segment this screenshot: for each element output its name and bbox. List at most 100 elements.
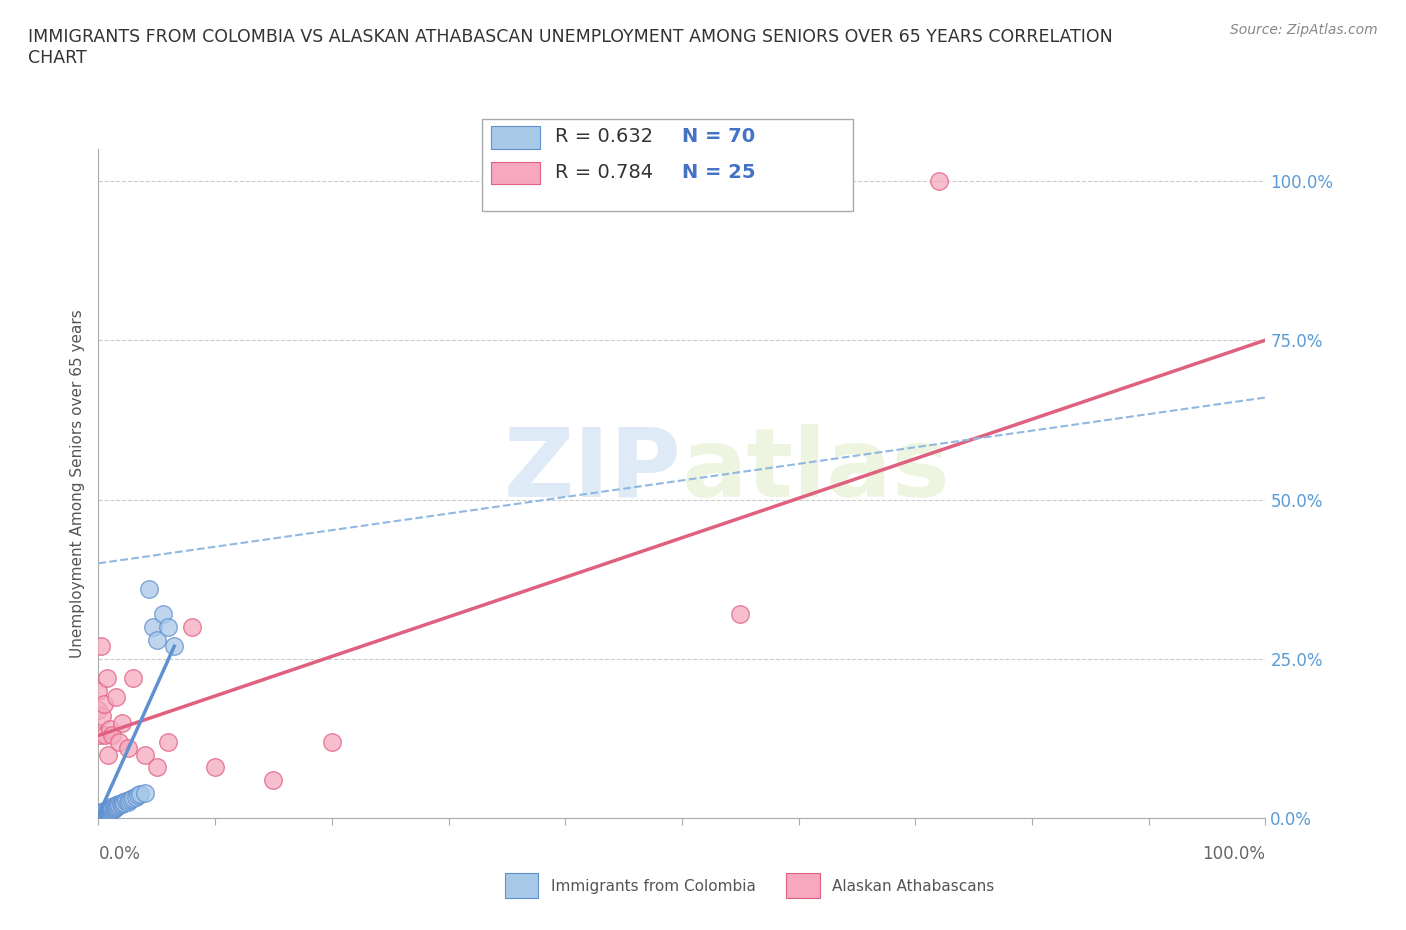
Point <box>108 735 131 750</box>
Point <box>118 792 141 807</box>
Point <box>101 728 124 743</box>
Point <box>93 807 115 822</box>
Point <box>204 760 226 775</box>
Point <box>163 639 186 654</box>
Point <box>90 639 112 654</box>
Point <box>93 806 115 821</box>
Text: N = 25: N = 25 <box>682 163 755 181</box>
Point <box>90 810 112 825</box>
Text: N = 70: N = 70 <box>682 127 755 146</box>
Point <box>94 804 117 818</box>
Point <box>91 805 114 820</box>
Point <box>321 735 343 750</box>
Point <box>98 802 121 817</box>
Point <box>90 810 112 825</box>
Point <box>97 804 120 819</box>
Point <box>90 806 112 821</box>
Point <box>928 173 950 188</box>
Point <box>87 811 110 826</box>
Point <box>157 619 180 634</box>
Point <box>110 796 132 811</box>
Point <box>129 787 152 802</box>
Point <box>97 802 120 817</box>
Point <box>146 760 169 775</box>
Text: Immigrants from Colombia: Immigrants from Colombia <box>551 879 756 894</box>
Point <box>87 702 110 717</box>
Point <box>98 805 121 820</box>
Point <box>100 804 122 818</box>
Point <box>89 808 111 823</box>
Point <box>93 804 115 818</box>
Point <box>117 741 139 756</box>
Point <box>104 798 127 813</box>
Text: atlas: atlas <box>682 424 950 517</box>
Point <box>107 797 129 812</box>
Point <box>93 804 115 819</box>
Point <box>111 795 134 810</box>
Y-axis label: Unemployment Among Seniors over 65 years: Unemployment Among Seniors over 65 years <box>69 310 84 658</box>
Point <box>97 806 120 821</box>
Point <box>93 697 115 711</box>
Point <box>87 684 110 698</box>
Point <box>117 794 139 809</box>
Point <box>96 805 118 820</box>
Text: 0.0%: 0.0% <box>98 845 141 863</box>
Point <box>98 800 121 815</box>
Point <box>262 773 284 788</box>
Text: 100.0%: 100.0% <box>1202 845 1265 863</box>
Point <box>127 788 149 803</box>
Point <box>115 793 138 808</box>
Point <box>152 607 174 622</box>
Point <box>111 715 134 730</box>
Point <box>105 799 128 814</box>
Point <box>97 804 120 818</box>
Point <box>100 802 122 817</box>
Point <box>97 806 120 821</box>
Point <box>97 747 120 762</box>
Text: Source: ZipAtlas.com: Source: ZipAtlas.com <box>1230 23 1378 37</box>
Point <box>108 798 131 813</box>
Point <box>89 728 111 743</box>
Point <box>120 791 142 806</box>
Point <box>96 671 118 685</box>
Point <box>94 805 117 820</box>
Point <box>89 811 111 826</box>
Point <box>104 800 127 815</box>
Point <box>122 790 145 805</box>
Point <box>104 801 127 816</box>
Text: R = 0.632: R = 0.632 <box>555 127 654 146</box>
Point <box>112 796 135 811</box>
Point <box>96 804 118 818</box>
Point <box>90 807 112 822</box>
Point <box>93 808 115 823</box>
Point <box>146 632 169 647</box>
Point <box>89 810 111 825</box>
Point <box>142 619 165 634</box>
Point <box>730 607 752 622</box>
Text: ZIP: ZIP <box>503 424 682 517</box>
Point <box>180 619 202 634</box>
Point <box>98 722 121 737</box>
Point <box>90 808 112 823</box>
Point <box>103 800 125 815</box>
Point <box>111 797 134 812</box>
Point <box>125 790 148 804</box>
Point <box>90 811 112 826</box>
Point <box>134 786 156 801</box>
Point <box>90 808 112 823</box>
Point <box>91 808 114 823</box>
Text: IMMIGRANTS FROM COLOMBIA VS ALASKAN ATHABASCAN UNEMPLOYMENT AMONG SENIORS OVER 6: IMMIGRANTS FROM COLOMBIA VS ALASKAN ATHA… <box>28 28 1114 67</box>
Point <box>91 806 114 821</box>
Point <box>101 803 124 817</box>
Text: R = 0.784: R = 0.784 <box>555 163 654 181</box>
Point <box>157 735 180 750</box>
Point <box>96 807 118 822</box>
Point <box>101 801 124 816</box>
Point <box>90 709 112 724</box>
Point <box>90 807 112 822</box>
Point <box>134 747 156 762</box>
Point <box>103 802 125 817</box>
Text: Alaskan Athabascans: Alaskan Athabascans <box>832 879 994 894</box>
Point <box>94 728 117 743</box>
Point <box>104 690 127 705</box>
